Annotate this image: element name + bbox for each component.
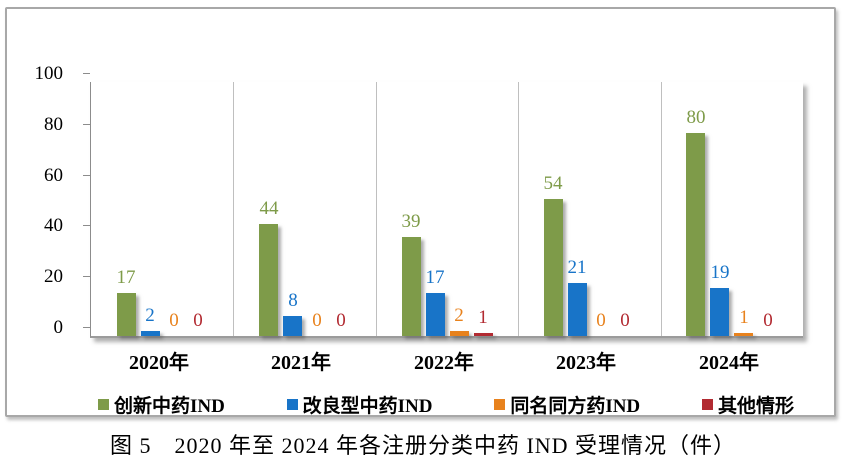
bar-value-label: 80 <box>686 107 706 128</box>
plot-area: 17 2 0 0 44 8 0 0 39 17 2 1 54 21 0 0 80 19 1 0 <box>90 82 803 338</box>
x-axis-category-label: 2020年 <box>129 352 189 374</box>
bar-value-label: 19 <box>710 262 730 283</box>
bar-value-label: 0 <box>596 310 606 331</box>
bar-value-label: 0 <box>763 310 773 331</box>
bar-value-label: 17 <box>116 267 136 288</box>
category-separator-line <box>518 82 519 336</box>
bar <box>710 288 729 336</box>
bar-value-label: 2 <box>454 305 464 326</box>
y-axis-tick-label: 60 <box>44 165 63 186</box>
category-separator-line <box>661 82 662 336</box>
legend-item: 其他情形 <box>701 391 794 418</box>
bar-value-label: 0 <box>620 310 630 331</box>
y-axis-tick-label: 0 <box>53 317 64 338</box>
y-axis-tick-mark <box>83 124 90 125</box>
x-axis-category-label: 2022年 <box>414 352 474 374</box>
bar <box>426 293 445 336</box>
legend-swatch-icon <box>286 398 298 410</box>
bar-value-label: 54 <box>543 173 563 194</box>
bar-value-label: 1 <box>739 307 749 328</box>
legend-swatch-icon <box>98 398 109 410</box>
bar <box>474 333 493 336</box>
bar-value-label: 8 <box>288 290 298 311</box>
bar <box>402 237 421 336</box>
legend-item: 改良型中药IND <box>286 391 433 418</box>
y-axis-tick-label: 40 <box>44 215 63 236</box>
x-axis-category-label: 2024年 <box>699 352 759 374</box>
bar-value-label: 0 <box>312 310 322 331</box>
category-separator-line <box>376 82 377 336</box>
category-separator-line <box>233 82 234 336</box>
y-axis-tick-label: 80 <box>44 114 63 135</box>
bar <box>568 283 587 336</box>
bar <box>544 199 563 336</box>
chart-panel: 17 2 0 0 44 8 0 0 39 17 2 1 54 21 0 0 80 19 1 0 0 20 40 60 80 10… <box>5 7 836 417</box>
bar <box>259 224 278 336</box>
bar <box>450 331 469 336</box>
y-axis-tick-mark <box>83 175 90 176</box>
y-axis-tick-mark <box>83 225 90 226</box>
bar <box>141 331 160 336</box>
bar-value-label: 2 <box>145 305 155 326</box>
legend: 创新中药IND 改良型中药IND 同名同方药IND 其他情形 <box>90 390 802 418</box>
bar-value-label: 21 <box>567 257 587 278</box>
y-axis-tick-mark <box>83 327 90 328</box>
figure-caption: 图 5 2020 年至 2024 年各注册分类中药 IND 受理情况（件） <box>109 433 737 458</box>
bar <box>734 333 753 336</box>
bar-value-label: 0 <box>169 310 179 331</box>
legend-item: 同名同方药IND <box>494 391 640 418</box>
bar-value-label: 44 <box>259 198 279 219</box>
legend-label: 其他情形 <box>717 395 794 417</box>
bar-value-label: 1 <box>478 307 488 328</box>
bar-value-label: 39 <box>401 211 421 232</box>
bar-value-label: 0 <box>336 310 346 331</box>
x-axis-category-label: 2023年 <box>556 352 616 374</box>
x-axis-category-label: 2021年 <box>271 352 331 374</box>
y-axis-tick-mark <box>83 73 90 74</box>
legend-swatch-icon <box>701 398 713 410</box>
bar-value-label: 17 <box>425 267 445 288</box>
legend-label: 同名同方药IND <box>510 395 641 417</box>
legend-label: 创新中药IND <box>114 395 225 417</box>
bar <box>117 293 136 336</box>
bar <box>686 133 705 336</box>
legend-label: 改良型中药IND <box>302 395 433 417</box>
y-axis-tick-mark <box>83 276 90 277</box>
legend-item: 创新中药IND <box>98 391 225 418</box>
legend-swatch-icon <box>494 398 506 410</box>
y-axis-tick-label: 20 <box>44 266 63 287</box>
bar <box>283 316 302 336</box>
bar-value-label: 0 <box>193 310 203 331</box>
y-axis-tick-label: 100 <box>34 63 64 84</box>
